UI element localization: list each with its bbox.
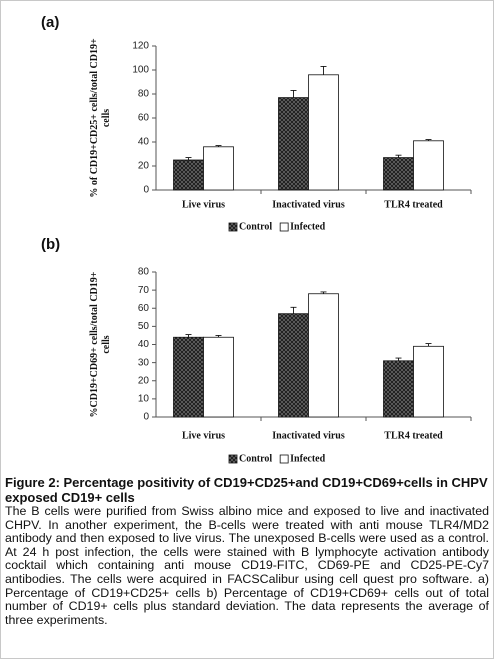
caption-title: Figure 2: Percentage positivity of CD19+… — [5, 475, 488, 505]
legend-label: Control — [239, 221, 272, 232]
error-bar — [290, 306, 297, 314]
bar — [308, 74, 339, 191]
y-tick-label: 80 — [138, 267, 150, 278]
error-bar — [320, 291, 327, 294]
y-tick-label: 50 — [138, 321, 150, 332]
legend-swatch — [279, 222, 289, 232]
y-tick-label: 20 — [138, 161, 150, 172]
y-tick-label: 60 — [138, 113, 150, 124]
error-bar — [185, 334, 192, 338]
bar — [383, 360, 414, 418]
legend-label: Infected — [290, 453, 325, 464]
y-tick-label: 100 — [132, 65, 149, 76]
legend-swatch — [279, 454, 289, 464]
error-bar — [425, 343, 432, 347]
y-axis-label: %CD19+CD69+ cells/total CD19+cells — [89, 271, 112, 417]
y-tick-label: 0 — [143, 412, 149, 423]
error-bar — [425, 139, 432, 141]
x-tick-label: Live virus — [182, 430, 225, 441]
bar — [203, 146, 234, 191]
y-tick-label: 20 — [138, 375, 150, 386]
legend-label: Control — [239, 453, 272, 464]
panel-label: (b) — [41, 236, 60, 253]
bar — [308, 293, 339, 418]
x-tick-label: Inactivated virus — [272, 199, 345, 210]
caption: Figure 2: Percentage positivity of CD19+… — [5, 475, 489, 627]
bar — [278, 313, 309, 418]
legend-swatch — [228, 454, 238, 464]
x-tick-label: Inactivated virus — [272, 430, 345, 441]
y-tick-label: 60 — [138, 303, 150, 314]
y-tick-label: 40 — [138, 137, 150, 148]
y-tick-label: 10 — [138, 394, 150, 405]
x-tick-label: Live virus — [182, 199, 225, 210]
error-bar — [320, 65, 327, 75]
bar — [173, 336, 204, 418]
bar — [203, 336, 234, 418]
y-axis-label: % of CD19+CD25+ cells/total CD19+cells — [89, 38, 112, 198]
bar — [413, 140, 444, 191]
y-tick-label: 40 — [138, 339, 150, 350]
legend-label: Infected — [290, 221, 325, 232]
bar — [413, 345, 444, 418]
y-tick-label: 0 — [143, 185, 149, 196]
error-bar — [395, 154, 402, 158]
bar — [278, 97, 309, 191]
error-bar — [185, 157, 192, 160]
legend-swatch — [228, 222, 238, 232]
error-bar — [290, 89, 297, 98]
caption-body: The B cells were purified from Swiss alb… — [5, 504, 489, 627]
error-bar — [395, 357, 402, 361]
y-tick-label: 30 — [138, 357, 150, 368]
panel-label: (a) — [41, 14, 59, 31]
x-tick-label: TLR4 treated — [384, 199, 443, 210]
bar — [173, 159, 204, 191]
error-bar — [215, 334, 222, 338]
x-tick-label: TLR4 treated — [384, 430, 443, 441]
y-tick-label: 120 — [132, 41, 149, 52]
y-tick-label: 80 — [138, 89, 150, 100]
y-tick-label: 70 — [138, 285, 150, 296]
bar — [383, 157, 414, 191]
error-bar — [215, 145, 222, 147]
